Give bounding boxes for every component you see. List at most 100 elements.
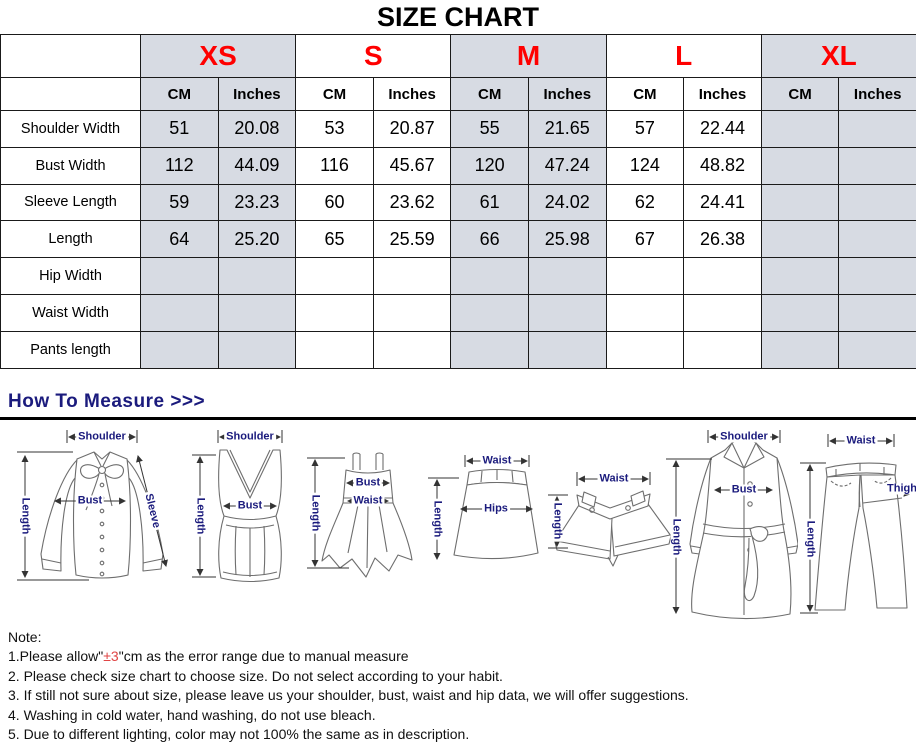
table-row: Waist Width — [0, 293, 916, 332]
value-cell: 53 — [295, 110, 374, 148]
skirt-hips-label: Hips — [482, 502, 510, 515]
table-row: Bust Width 112 44.09 116 45.67 120 47.24 124 48.… — [0, 146, 916, 185]
unit-header-cm: CM — [295, 77, 374, 111]
value-cell — [838, 257, 916, 295]
pants-length-label: Length — [804, 518, 817, 560]
note-1-tolerance: ±3 — [103, 648, 119, 665]
value-cell: 61 — [450, 183, 529, 222]
unit-header-inches: Inches — [372, 77, 452, 111]
coat-shoulder-label: Shoulder — [718, 430, 770, 443]
row-label: Hip Width — [0, 257, 141, 295]
value-cell: 60 — [295, 183, 374, 222]
unit-header-inches: Inches — [838, 77, 916, 111]
pants-thigh-label: Thigh — [885, 483, 916, 495]
size-header-xs: XS — [139, 34, 297, 78]
row-label: Waist Width — [0, 293, 141, 332]
shorts-waist-label: Waist — [597, 472, 631, 485]
value-cell: 48.82 — [683, 146, 762, 185]
unit-header-cm: CM — [605, 77, 685, 111]
notes-heading: Note: — [8, 629, 42, 645]
value-cell — [605, 257, 685, 295]
skirt-figure — [428, 455, 539, 561]
tank-length-label: Length — [194, 495, 207, 537]
how-to-measure-heading: How To Measure >>> — [8, 391, 206, 412]
table-row: Length 64 25.20 65 25.59 66 25.98 67 26.38 — [0, 220, 916, 259]
value-cell: 21.65 — [527, 110, 607, 148]
row-label: Sleeve Length — [0, 183, 141, 222]
unit-header-inches: Inches — [527, 77, 607, 111]
value-cell: 57 — [605, 110, 685, 148]
pants-figure — [800, 434, 911, 614]
blouse-length-label: Length — [19, 495, 32, 537]
section-divider — [0, 417, 916, 420]
value-cell — [140, 257, 219, 295]
value-cell: 65 — [295, 220, 374, 259]
value-cell — [372, 257, 452, 295]
value-cell — [217, 293, 297, 332]
value-cell: 116 — [295, 146, 374, 185]
value-cell: 62 — [605, 183, 685, 222]
value-cell — [838, 183, 916, 222]
note-line-2: 2. Please check size chart to choose siz… — [8, 667, 503, 684]
size-header-l: L — [605, 34, 762, 78]
value-cell — [527, 330, 607, 369]
value-cell: 25.98 — [527, 220, 607, 259]
value-cell: 24.02 — [527, 183, 607, 222]
row-label: Length — [0, 220, 141, 259]
value-cell: 44.09 — [217, 146, 297, 185]
unit-header-inches: Inches — [683, 77, 762, 111]
value-cell — [527, 293, 607, 332]
row-label: Shoulder Width — [0, 110, 141, 148]
value-cell — [527, 257, 607, 295]
dress-figure — [307, 452, 413, 578]
value-cell — [217, 257, 297, 295]
value-cell — [140, 293, 219, 332]
value-cell: 24.41 — [683, 183, 762, 222]
tank-shoulder-label: Shoulder — [224, 430, 276, 443]
pants-waist-label: Waist — [844, 434, 878, 447]
table-row: Shoulder Width 51 20.08 53 20.87 55 21.65 57 22.… — [0, 110, 916, 148]
corner-cell — [0, 77, 141, 111]
size-header-s: S — [295, 34, 452, 78]
unit-header-cm: CM — [760, 77, 840, 111]
value-cell — [372, 293, 452, 332]
value-cell — [217, 330, 297, 369]
value-cell: 66 — [450, 220, 529, 259]
row-label: Pants length — [0, 330, 141, 369]
value-cell — [683, 257, 762, 295]
unit-header-cm: CM — [140, 77, 219, 111]
value-cell: 120 — [450, 146, 529, 185]
skirt-waist-label: Waist — [480, 454, 514, 467]
value-cell — [760, 257, 840, 295]
tank-top-figure — [192, 430, 283, 583]
note-1-suffix: "cm as the error range due to manual mea… — [118, 648, 409, 665]
value-cell: 25.59 — [372, 220, 452, 259]
value-cell — [450, 257, 529, 295]
note-1-prefix: 1.Please allow" — [8, 648, 104, 665]
value-cell: 47.24 — [527, 146, 607, 185]
size-header-m: M — [450, 34, 607, 78]
row-label: Bust Width — [0, 146, 141, 185]
coat-length-label: Length — [670, 516, 683, 558]
note-line-5: 5. Due to different lighting, color may … — [8, 726, 470, 743]
coat-figure — [666, 430, 798, 620]
blouse-shoulder-label: Shoulder — [76, 430, 128, 443]
value-cell: 67 — [605, 220, 685, 259]
value-cell — [295, 257, 374, 295]
skirt-length-label: Length — [431, 498, 444, 540]
dress-bust-label: Bust — [353, 476, 383, 489]
corner-cell — [0, 34, 141, 78]
value-cell — [605, 330, 685, 369]
value-cell: 64 — [140, 220, 219, 259]
value-cell: 25.20 — [217, 220, 297, 259]
value-cell — [450, 330, 529, 369]
value-cell — [760, 220, 840, 259]
value-cell — [295, 293, 374, 332]
value-cell — [760, 110, 840, 148]
value-cell — [683, 330, 762, 369]
value-cell — [295, 330, 374, 369]
value-cell — [450, 293, 529, 332]
value-cell — [140, 330, 219, 369]
value-cell — [760, 293, 840, 332]
